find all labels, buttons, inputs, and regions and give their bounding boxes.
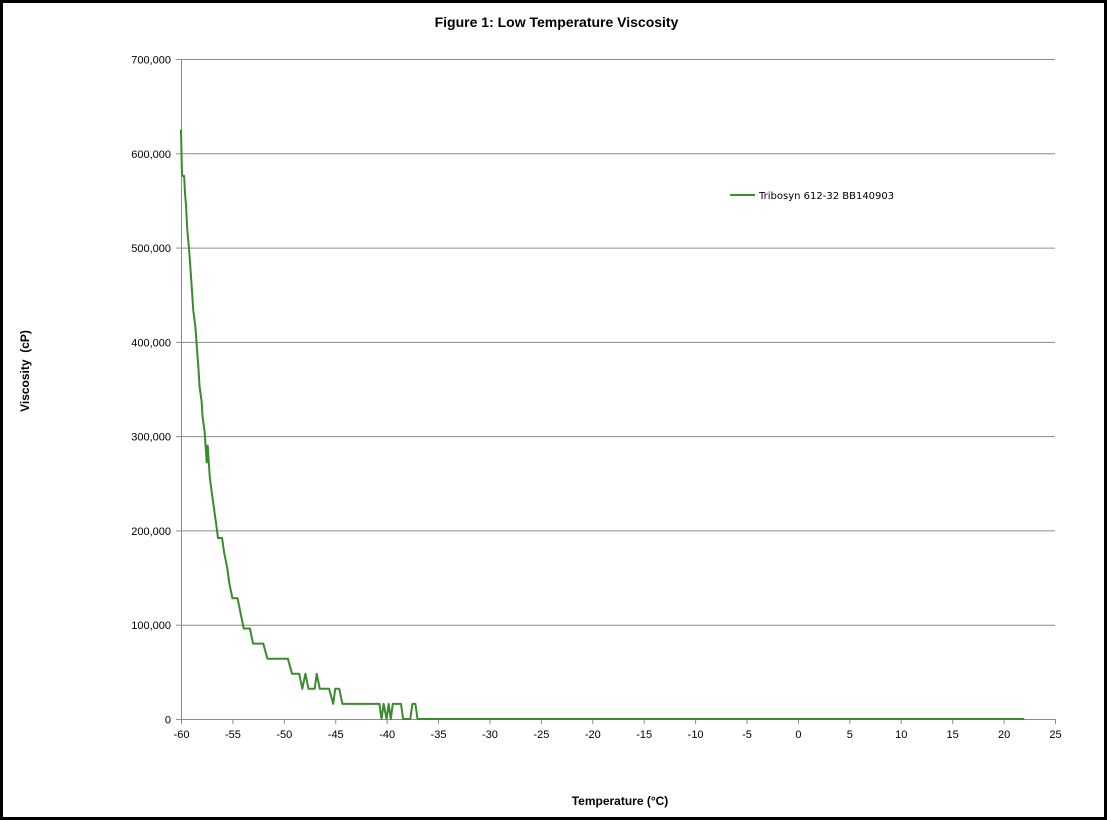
y-tick-label: 400,000 — [131, 337, 171, 349]
x-tick-label: -10 — [688, 729, 704, 741]
x-tick-label: -15 — [636, 729, 652, 741]
x-tick-label: 5 — [847, 729, 853, 741]
x-tick-label: 0 — [795, 729, 801, 741]
x-tick-label: 25 — [1049, 729, 1061, 741]
y-tick-label: 500,000 — [131, 243, 171, 255]
x-tick-label: 15 — [947, 729, 959, 741]
y-tick-label: 300,000 — [131, 432, 171, 444]
series-line — [180, 129, 1025, 720]
y-tick-label: 600,000 — [131, 149, 171, 161]
y-tick-label: 100,000 — [131, 620, 171, 632]
x-tick-label: -5 — [742, 729, 752, 741]
x-tick-label: -40 — [379, 729, 395, 741]
y-tick-label: 700,000 — [131, 55, 171, 67]
x-tick-label: -50 — [276, 729, 292, 741]
x-tick-label: 10 — [895, 729, 907, 741]
x-tick-label: -60 — [174, 729, 190, 741]
y-tick-label: 0 — [165, 715, 171, 727]
y-tick-label: 200,000 — [131, 526, 171, 538]
x-tick-label: -35 — [431, 729, 447, 741]
legend-label: Tribosyn 612-32 BB140903 — [758, 191, 894, 202]
x-tick-label: -20 — [585, 729, 601, 741]
x-tick-label: -25 — [533, 729, 549, 741]
x-tick-label: -30 — [482, 729, 498, 741]
x-tick-label: 20 — [998, 729, 1010, 741]
chart-title: Figure 1: Low Temperature Viscosity — [434, 14, 679, 30]
x-axis-title: Temperature (°C) — [571, 794, 669, 808]
x-tick-label: -55 — [225, 729, 241, 741]
x-tick-label: -45 — [328, 729, 344, 741]
